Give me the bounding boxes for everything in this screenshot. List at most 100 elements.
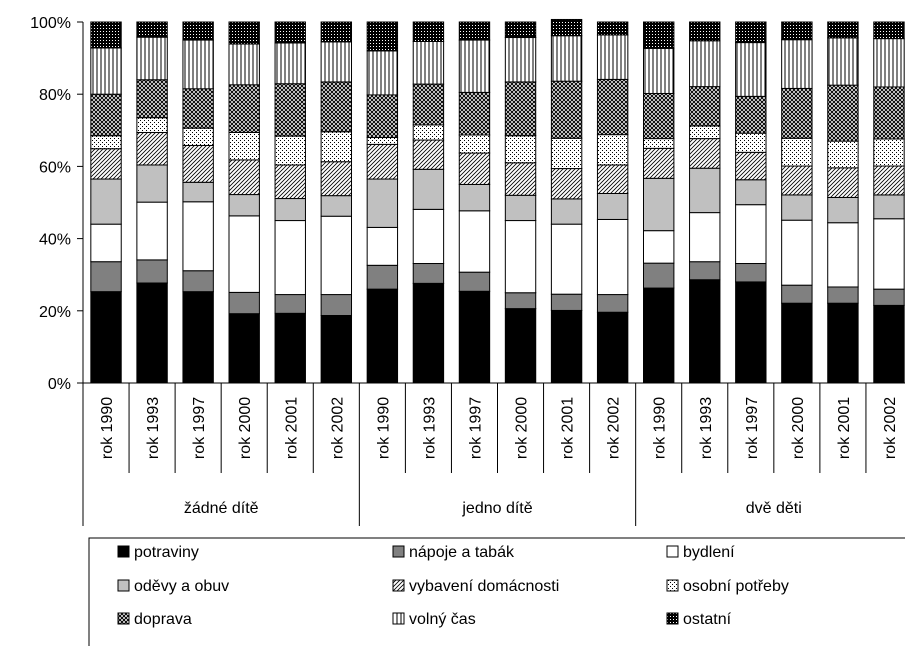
bar-segment-ostatní [458,21,491,41]
bar-segment-bydlení [458,210,491,273]
bar-segment-ostatní [320,21,353,43]
bar-segment-volný-čas [228,43,260,86]
x-tick-label: rok 2002 [606,397,623,459]
bar-segment-volný-čas [90,47,122,95]
bar-segment-vybavení-domácnosti [827,167,859,198]
x-tick-label: rok 1990 [375,397,392,459]
bar-segment-oděvy-a-obuv [136,164,168,203]
bar-segment-nápoje-a-tabák [136,259,168,284]
bar-segment-oděvy-a-obuv [274,198,306,222]
bar-segment-oděvy-a-obuv [550,198,583,225]
bars-layer [90,18,905,384]
bar-segment-nápoje-a-tabák [689,261,721,281]
bar-segment-vybavení-domácnosti [735,151,767,181]
y-tick-label: 20% [39,304,71,321]
bar-segment-nápoje-a-tabák [228,291,260,315]
bar-segment-potraviny [827,302,859,384]
legend-swatch [117,579,130,592]
legend-swatch [666,612,679,625]
bar-segment-osobní-potřeby [136,117,168,133]
bar-segment-oděvy-a-obuv [596,192,629,220]
bar-segment-oděvy-a-obuv [643,177,675,232]
bar-segment-ostatní [827,21,859,39]
x-tick-label: rok 2000 [237,397,254,459]
legend-label: osobní potřeby [683,578,789,595]
bar-segment-bydlení [504,220,537,294]
x-tick-label: rok 2000 [790,397,807,459]
bar-segment-volný-čas [781,39,813,89]
bar-segment-potraviny [320,314,353,384]
bar-segment-osobní-potřeby [735,132,767,153]
axes-layer: 0% 20% 40% 60% 80% 100% rok 1990 rok 1993 rok 19… [30,15,905,526]
bar-segment-ostatní [182,21,214,41]
bar-segment-osobní-potřeby [827,140,859,169]
bar-segment-oděvy-a-obuv [735,179,767,206]
legend-label: nápoje a tabák [409,544,515,561]
x-tick-label: rok 1990 [99,397,116,459]
bar-segment-bydlení [320,215,353,296]
bar-segment-vybavení-domácnosti [504,162,537,196]
bar-segment-nápoje-a-tabák [182,270,214,293]
bar-segment-volný-čas [136,36,168,81]
bar-segment-potraviny [550,309,583,384]
bar-segment-bydlení [873,218,905,290]
bar-segment-potraviny [458,290,491,384]
bar-segment-ostatní [596,21,629,36]
bar-segment-nápoje-a-tabák [458,271,491,292]
bar-segment-vybavení-domácnosti [689,138,721,169]
bar-segment-bydlení [228,215,260,293]
x-tick-label: rok 1993 [698,397,715,459]
bar-segment-potraviny [412,282,445,384]
bar-segment-vybavení-domácnosti [596,164,629,194]
bar-segment-vybavení-domácnosti [320,161,353,197]
bar-segment-vybavení-domácnosti [136,131,168,166]
group-label: jedno dítě [461,500,532,517]
bar-segment-potraviny [504,308,537,384]
bar-segment-volný-čas [412,40,445,85]
bar-segment-potraviny [689,279,721,384]
bar-segment-osobní-potřeby [274,135,306,166]
bar-segment-doprava [504,81,537,137]
bar-segment-nápoje-a-tabák [550,293,583,311]
bar-segment-vybavení-domácnosti [873,165,905,196]
bar-segment-doprava [643,92,675,140]
bar-segment-volný-čas [274,42,306,85]
bar-segment-vybavení-domácnosti [228,159,260,196]
legend-swatch [392,612,405,625]
legend-frame [88,537,905,646]
x-tick-label: rok 1997 [191,397,208,459]
bar-segment-potraviny [873,304,905,384]
x-tick-label: rok 1993 [145,397,162,459]
bar-segment-nápoje-a-tabák [735,263,767,283]
bar-segment-nápoje-a-tabák [504,292,537,310]
bar-segment-bydlení [274,220,306,296]
bar-segment-nápoje-a-tabák [320,294,353,316]
bar-segment-oděvy-a-obuv [689,167,721,214]
legend-label: volný čas [409,611,476,628]
bar-segment-bydlení [827,222,859,288]
bar-segment-oděvy-a-obuv [827,196,859,224]
bar-segment-ostatní [735,21,767,44]
legend-swatch [666,545,679,558]
bar-segment-doprava [596,78,629,136]
bar-segment-volný-čas [689,40,721,88]
legend-label: doprava [134,611,192,628]
x-tick-label: rok 2001 [836,397,853,459]
bar-segment-ostatní [90,21,122,49]
bar-segment-ostatní [136,21,168,38]
bar-segment-potraviny [643,287,675,384]
bar-segment-vybavení-domácnosti [643,147,675,179]
bar-segment-doprava [781,87,813,139]
x-tick-label: rok 2001 [283,397,300,459]
bar-segment-doprava [550,80,583,139]
legend-swatch [666,579,679,592]
x-tick-label: rok 1997 [468,397,485,459]
bar-segment-doprava [689,86,721,127]
legend-swatch [392,545,405,558]
bar-segment-oděvy-a-obuv [781,194,813,221]
bar-segment-volný-čas [550,35,583,82]
bar-segment-doprava [228,84,260,133]
bar-segment-ostatní [366,21,399,52]
y-tick-label: 100% [30,15,71,32]
bar-segment-doprava [735,95,767,134]
